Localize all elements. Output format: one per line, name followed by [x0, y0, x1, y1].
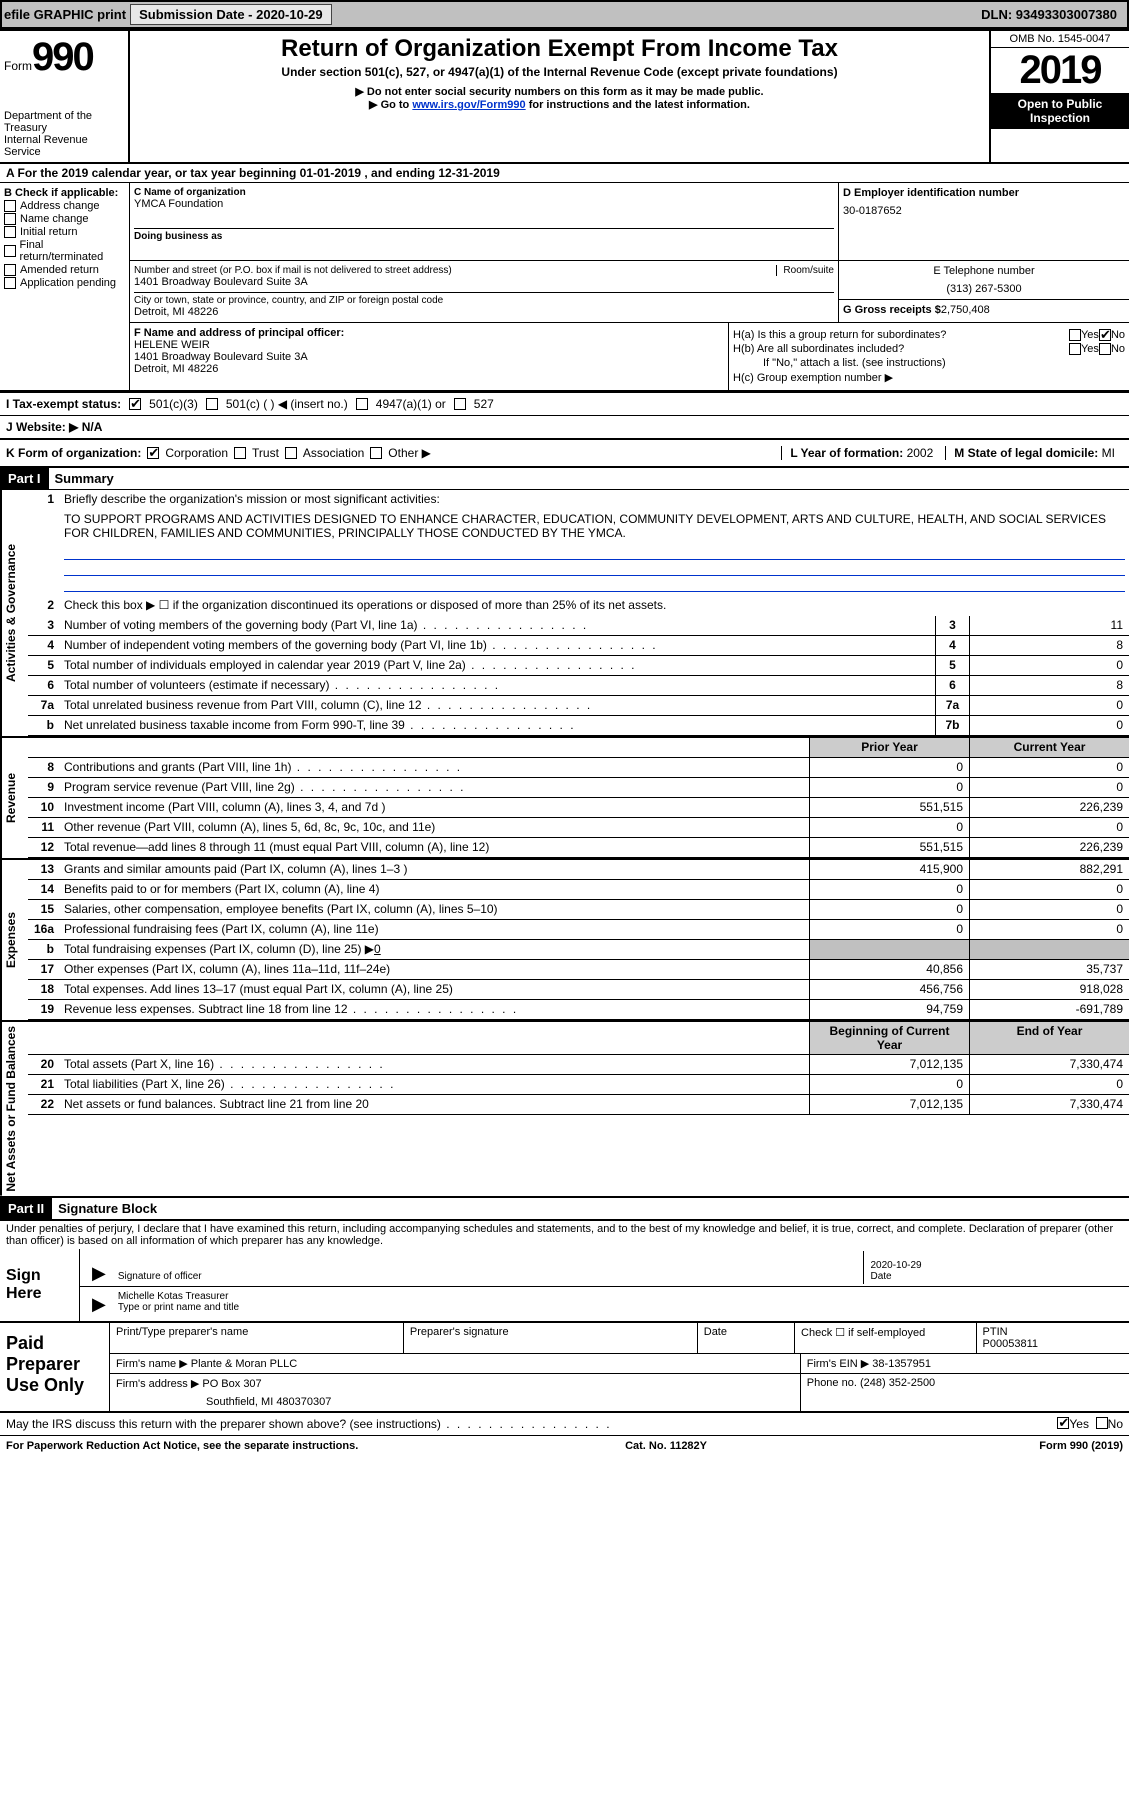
chk-name-change[interactable]	[4, 213, 16, 225]
tax-status-row: I Tax-exempt status: 501(c)(3) 501(c) ( …	[0, 392, 1129, 416]
signature-arrow-icon: ▶	[86, 1294, 112, 1315]
footer: For Paperwork Reduction Act Notice, see …	[0, 1436, 1129, 1456]
chk-final-return[interactable]	[4, 245, 16, 257]
entity-block: B Check if applicable: Address change Na…	[0, 183, 1129, 392]
chk-corp[interactable]	[147, 447, 159, 459]
form-header: Form990 Department of the Treasury Inter…	[0, 29, 1129, 164]
ein-box: D Employer identification number 30-0187…	[839, 183, 1129, 260]
paid-preparer-block: Paid Preparer Use Only Print/Type prepar…	[0, 1323, 1129, 1413]
ha-yes[interactable]	[1069, 329, 1081, 341]
phone-box: E Telephone number (313) 267-5300	[839, 261, 1129, 299]
revenue-section: Revenue Prior YearCurrent Year 8Contribu…	[0, 738, 1129, 860]
discuss-yes[interactable]	[1057, 1417, 1069, 1429]
col-cde: C Name of organization YMCA Foundation D…	[130, 183, 1129, 390]
hb-yes[interactable]	[1069, 343, 1081, 355]
chk-other[interactable]	[370, 447, 382, 459]
net-assets-section: Net Assets or Fund Balances Beginning of…	[0, 1022, 1129, 1198]
part1-header: Part I Summary	[0, 468, 1129, 490]
header-right: OMB No. 1545-0047 2019 Open to Public In…	[989, 31, 1129, 162]
sign-here-block: Sign Here ▶ Signature of officer 2020-10…	[0, 1249, 1129, 1323]
chk-initial-return[interactable]	[4, 226, 16, 238]
irs-link[interactable]: www.irs.gov/Form990	[412, 99, 525, 111]
submission-date-btn[interactable]: Submission Date - 2020-10-29	[130, 4, 332, 25]
header-center: Return of Organization Exempt From Incom…	[130, 31, 989, 162]
dln-label: DLN: 93493303007380	[981, 7, 1125, 22]
chk-trust[interactable]	[234, 447, 246, 459]
chk-app-pending[interactable]	[4, 277, 16, 289]
chk-amended[interactable]	[4, 264, 16, 276]
gross-receipts-box: G Gross receipts $2,750,408	[839, 299, 1129, 320]
org-name-box: C Name of organization YMCA Foundation D…	[130, 183, 839, 260]
signature-arrow-icon: ▶	[86, 1263, 112, 1284]
part2-header: Part II Signature Block	[0, 1198, 1129, 1220]
chk-assoc[interactable]	[285, 447, 297, 459]
activities-governance-section: Activities & Governance 1Briefly describ…	[0, 490, 1129, 738]
h-box: H(a) Is this a group return for subordin…	[729, 323, 1129, 390]
row-a-taxyear: A For the 2019 calendar year, or tax yea…	[0, 164, 1129, 183]
header-left: Form990 Department of the Treasury Inter…	[0, 31, 130, 162]
hb-no[interactable]	[1099, 343, 1111, 355]
klm-row: K Form of organization: Corporation Trus…	[0, 440, 1129, 468]
website-row: J Website: ▶ N/A	[0, 416, 1129, 440]
top-toolbar: efile GRAPHIC print Submission Date - 20…	[0, 0, 1129, 29]
chk-address-change[interactable]	[4, 200, 16, 212]
discuss-row: May the IRS discuss this return with the…	[0, 1413, 1129, 1436]
address-box: Number and street (or P.O. box if mail i…	[130, 261, 839, 322]
ha-no[interactable]	[1099, 329, 1111, 341]
col-b-checkboxes: B Check if applicable: Address change Na…	[0, 183, 130, 390]
chk-501c3[interactable]	[129, 398, 141, 410]
chk-527[interactable]	[454, 398, 466, 410]
chk-4947[interactable]	[356, 398, 368, 410]
perjury-statement: Under penalties of perjury, I declare th…	[0, 1220, 1129, 1249]
officer-box: F Name and address of principal officer:…	[130, 323, 729, 390]
chk-501c[interactable]	[206, 398, 218, 410]
form-title: Return of Organization Exempt From Incom…	[138, 35, 981, 63]
discuss-no[interactable]	[1096, 1417, 1108, 1429]
efile-label: efile GRAPHIC print	[4, 7, 126, 22]
expenses-section: Expenses 13Grants and similar amounts pa…	[0, 860, 1129, 1022]
